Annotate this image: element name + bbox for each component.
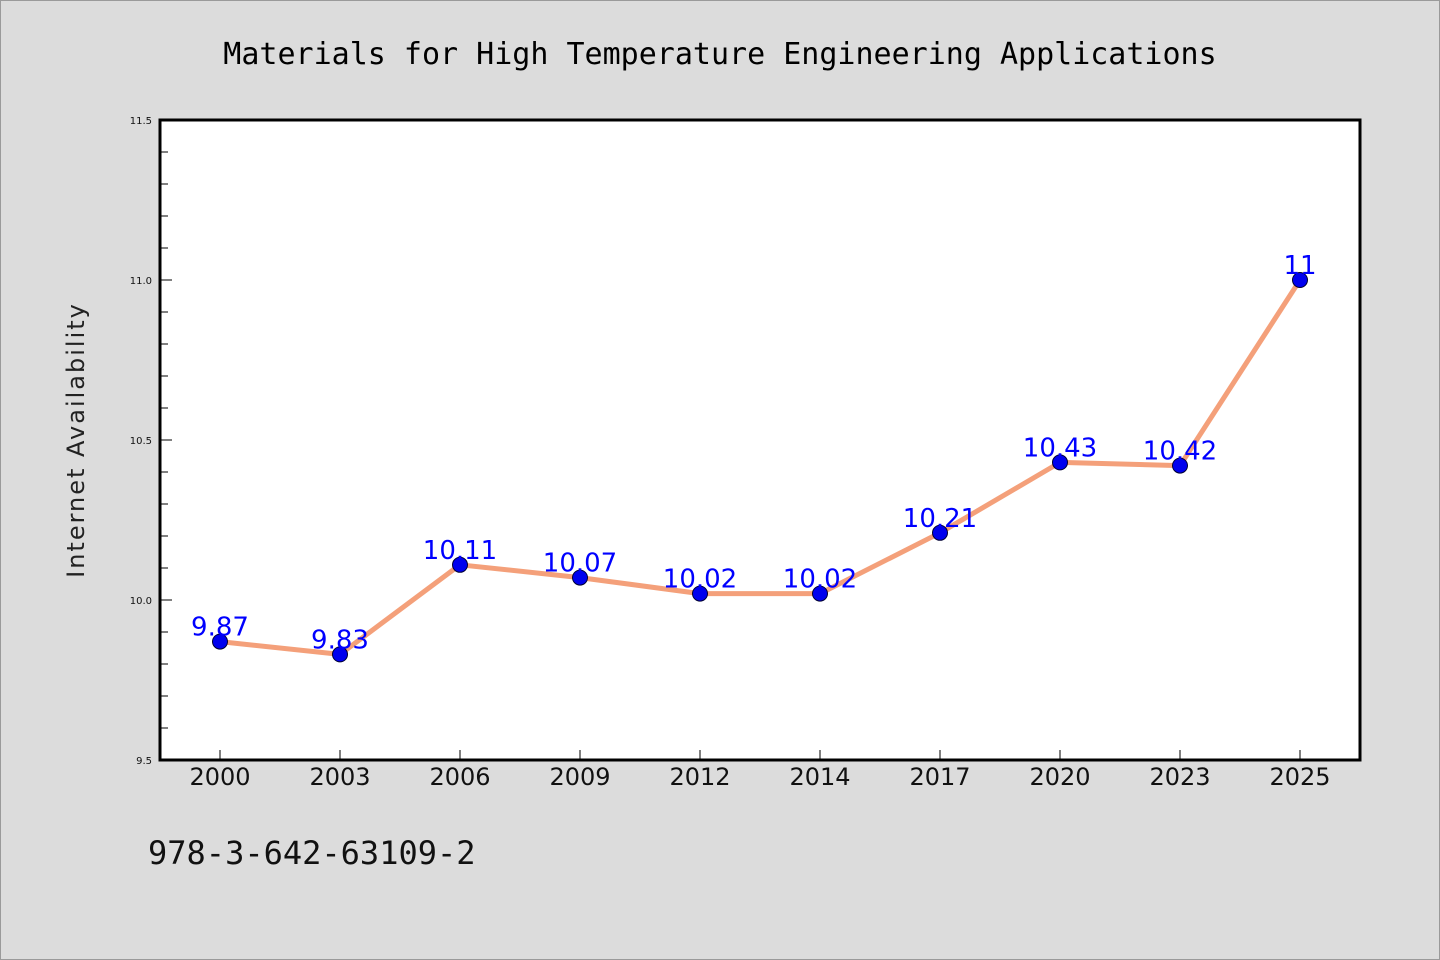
x-tick-label: 2003 [309,763,370,791]
footnote-isbn: 978-3-642-63109-2 [148,834,476,872]
data-label: 10.43 [1023,433,1097,463]
y-tick-label: 10.5 [130,436,152,447]
data-label: 9.87 [191,613,249,643]
data-point-marker [572,569,588,586]
data-label: 9.83 [311,625,369,655]
x-tick-label: 2020 [1029,763,1090,791]
x-tick-label: 2000 [189,763,250,791]
x-tick-label: 2009 [549,763,610,791]
x-axis: 2000 2003 2006 2009 2012 2014 2017 2020 2023 2025 [189,750,1331,791]
y-tick-label: 11.0 [130,276,152,287]
data-point-marker [1052,454,1068,471]
y-tick-label: 9.5 [136,756,152,767]
x-tick-label: 2017 [909,763,970,791]
y-axis-label: Internet Availability [62,302,90,578]
data-point-marker [212,633,228,650]
data-label: 10.42 [1143,437,1217,467]
data-point-marker [452,556,468,573]
data-label: 10.11 [423,536,497,566]
data-label: 10.02 [663,565,737,595]
data-point-marker [1292,272,1308,288]
data-point-marker [332,646,348,663]
x-tick-label: 2014 [789,763,850,791]
data-point-marker [1172,457,1188,474]
data-label: 11 [1283,251,1316,281]
data-label: 10.02 [783,565,857,595]
chart-title: Materials for High Temperature Engineeri… [223,37,1216,72]
y-tick-label: 10.0 [130,596,152,607]
data-label-layer: 9.87 9.83 10.11 10.07 10.02 10.02 10.21 10.43 10… [191,251,1316,655]
data-point-marker [932,524,948,541]
y-tick-label: 11.5 [130,116,152,127]
x-tick-label: 2023 [1149,763,1210,791]
data-label: 10.21 [903,504,977,534]
data-label: 10.07 [543,549,617,579]
x-tick-label: 2025 [1269,763,1330,791]
series-line [217,277,1303,657]
plot-area [158,118,1362,762]
series-layer [212,272,1308,663]
x-tick-label: 2012 [669,763,730,791]
data-point-marker [692,585,708,602]
y-axis: 9.5 10.0 10.5 11.0 11.5 [130,116,172,767]
x-tick-label: 2006 [429,763,490,791]
data-point-marker [812,585,828,602]
